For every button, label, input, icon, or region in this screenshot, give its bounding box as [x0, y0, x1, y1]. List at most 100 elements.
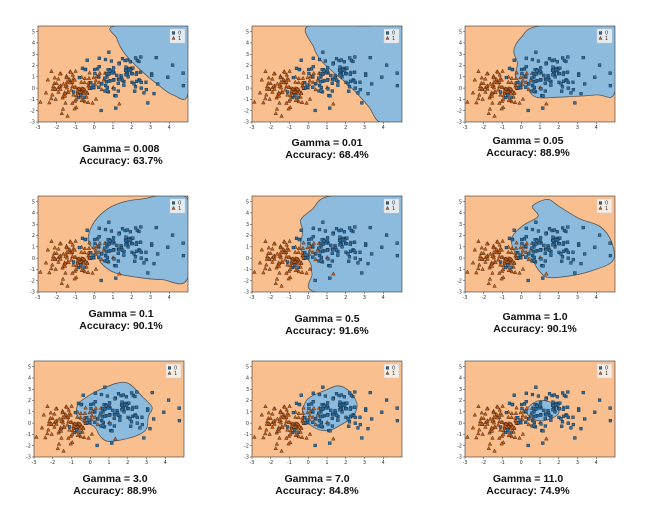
class-0-point — [321, 220, 325, 224]
class-1-point — [90, 100, 95, 105]
class-0-point — [79, 403, 83, 407]
class-0-point — [536, 394, 541, 398]
class-1-point — [278, 414, 284, 419]
class-1-point — [70, 84, 75, 88]
class-1-point — [78, 434, 83, 439]
class-0-point — [395, 71, 399, 75]
y-tick-label: 0 — [32, 86, 35, 92]
y-tick-label: 0 — [32, 256, 35, 262]
class-1-point — [509, 250, 514, 255]
class-1-point — [523, 79, 529, 84]
class-1-point — [499, 441, 504, 446]
class-1-point — [53, 86, 58, 91]
class-0-point — [597, 233, 602, 237]
class-0-point — [322, 239, 326, 243]
class-1-point — [286, 84, 291, 89]
class-0-point — [534, 385, 538, 389]
class-0-point — [530, 227, 535, 232]
y-tick-label: -3 — [30, 120, 35, 126]
class-1-point — [50, 92, 55, 97]
class-0-point — [527, 251, 531, 256]
class-0-point — [339, 393, 343, 397]
class-0-point — [291, 75, 295, 80]
class-1-point — [278, 245, 283, 250]
class-0-point — [134, 72, 138, 76]
class-1-point — [486, 111, 491, 115]
legend: 01 — [169, 198, 186, 214]
class-0-point — [555, 60, 559, 64]
class-0-point — [544, 397, 548, 401]
class-0-point — [331, 413, 335, 417]
class-1-point — [89, 413, 95, 418]
y-tick-label: -1 — [26, 432, 31, 438]
class-0-point — [558, 401, 562, 405]
class-1-point — [79, 249, 84, 254]
class-0-point — [547, 248, 552, 252]
class-1-point — [490, 91, 495, 96]
class-0-point — [353, 415, 357, 420]
y-tick-label: 1 — [246, 410, 249, 416]
class-0-point — [303, 250, 307, 255]
class-0-point — [571, 258, 575, 262]
class-0-point — [142, 261, 146, 265]
x-tick-label: 2 — [344, 460, 347, 466]
class-1-point — [34, 434, 39, 439]
class-0-point — [78, 430, 82, 434]
class-0-point — [559, 252, 563, 256]
class-0-point — [125, 58, 129, 62]
class-0-point — [503, 265, 508, 270]
class-0-point — [166, 75, 170, 79]
class-0-point — [526, 278, 530, 283]
class-0-point — [527, 416, 531, 421]
legend: 01 — [169, 28, 186, 44]
class-0-point — [318, 415, 322, 419]
class-1-point — [278, 79, 284, 84]
legend: 01 — [165, 363, 182, 379]
x-tick-label: 1 — [107, 460, 110, 466]
class-0-point — [314, 81, 318, 86]
class-0-point — [366, 262, 370, 266]
class-0-point — [95, 237, 100, 241]
class-0-point — [321, 385, 325, 389]
class-1-point — [488, 251, 493, 256]
class-1-point — [66, 414, 71, 419]
x-tick-label: -3 — [32, 460, 37, 466]
class-1-point — [511, 94, 516, 99]
class-0-point — [551, 235, 555, 239]
class-1-point — [284, 435, 289, 440]
class-1-point — [278, 249, 284, 254]
class-1-point — [61, 448, 66, 453]
class-0-point — [506, 263, 510, 267]
class-1-point — [261, 100, 266, 105]
class-0-point — [96, 416, 100, 421]
class-1-point — [93, 78, 99, 83]
class-0-point — [544, 232, 548, 236]
x-tick-label: -1 — [287, 295, 292, 301]
class-0-point — [347, 420, 352, 424]
class-1-point — [295, 86, 301, 91]
y-tick-label: 3 — [32, 52, 35, 58]
class-0-region — [511, 198, 615, 279]
class-1-point — [60, 106, 66, 111]
class-1-point — [45, 77, 50, 82]
class-1-point — [497, 419, 502, 423]
class-0-point — [557, 407, 561, 411]
class-1-point — [470, 90, 476, 95]
class-0-point — [571, 250, 575, 254]
class-1-point — [481, 251, 486, 255]
class-0-point — [543, 259, 547, 263]
class-1-point — [38, 269, 43, 274]
class-0-point — [313, 108, 317, 113]
class-0-point — [370, 82, 374, 86]
class-1-point — [479, 245, 484, 250]
class-0-point — [561, 56, 565, 60]
x-tick-label: 3 — [363, 460, 366, 466]
y-tick-label: 4 — [246, 376, 249, 382]
accuracy-label-7: Accuracy: 88.9% — [73, 485, 157, 497]
class-1-point — [266, 410, 271, 415]
class-0-point — [105, 259, 109, 263]
class-1-point — [497, 254, 502, 258]
class-1-point — [495, 69, 500, 74]
class-1-point — [70, 79, 75, 84]
y-tick-label: 2 — [32, 63, 35, 69]
